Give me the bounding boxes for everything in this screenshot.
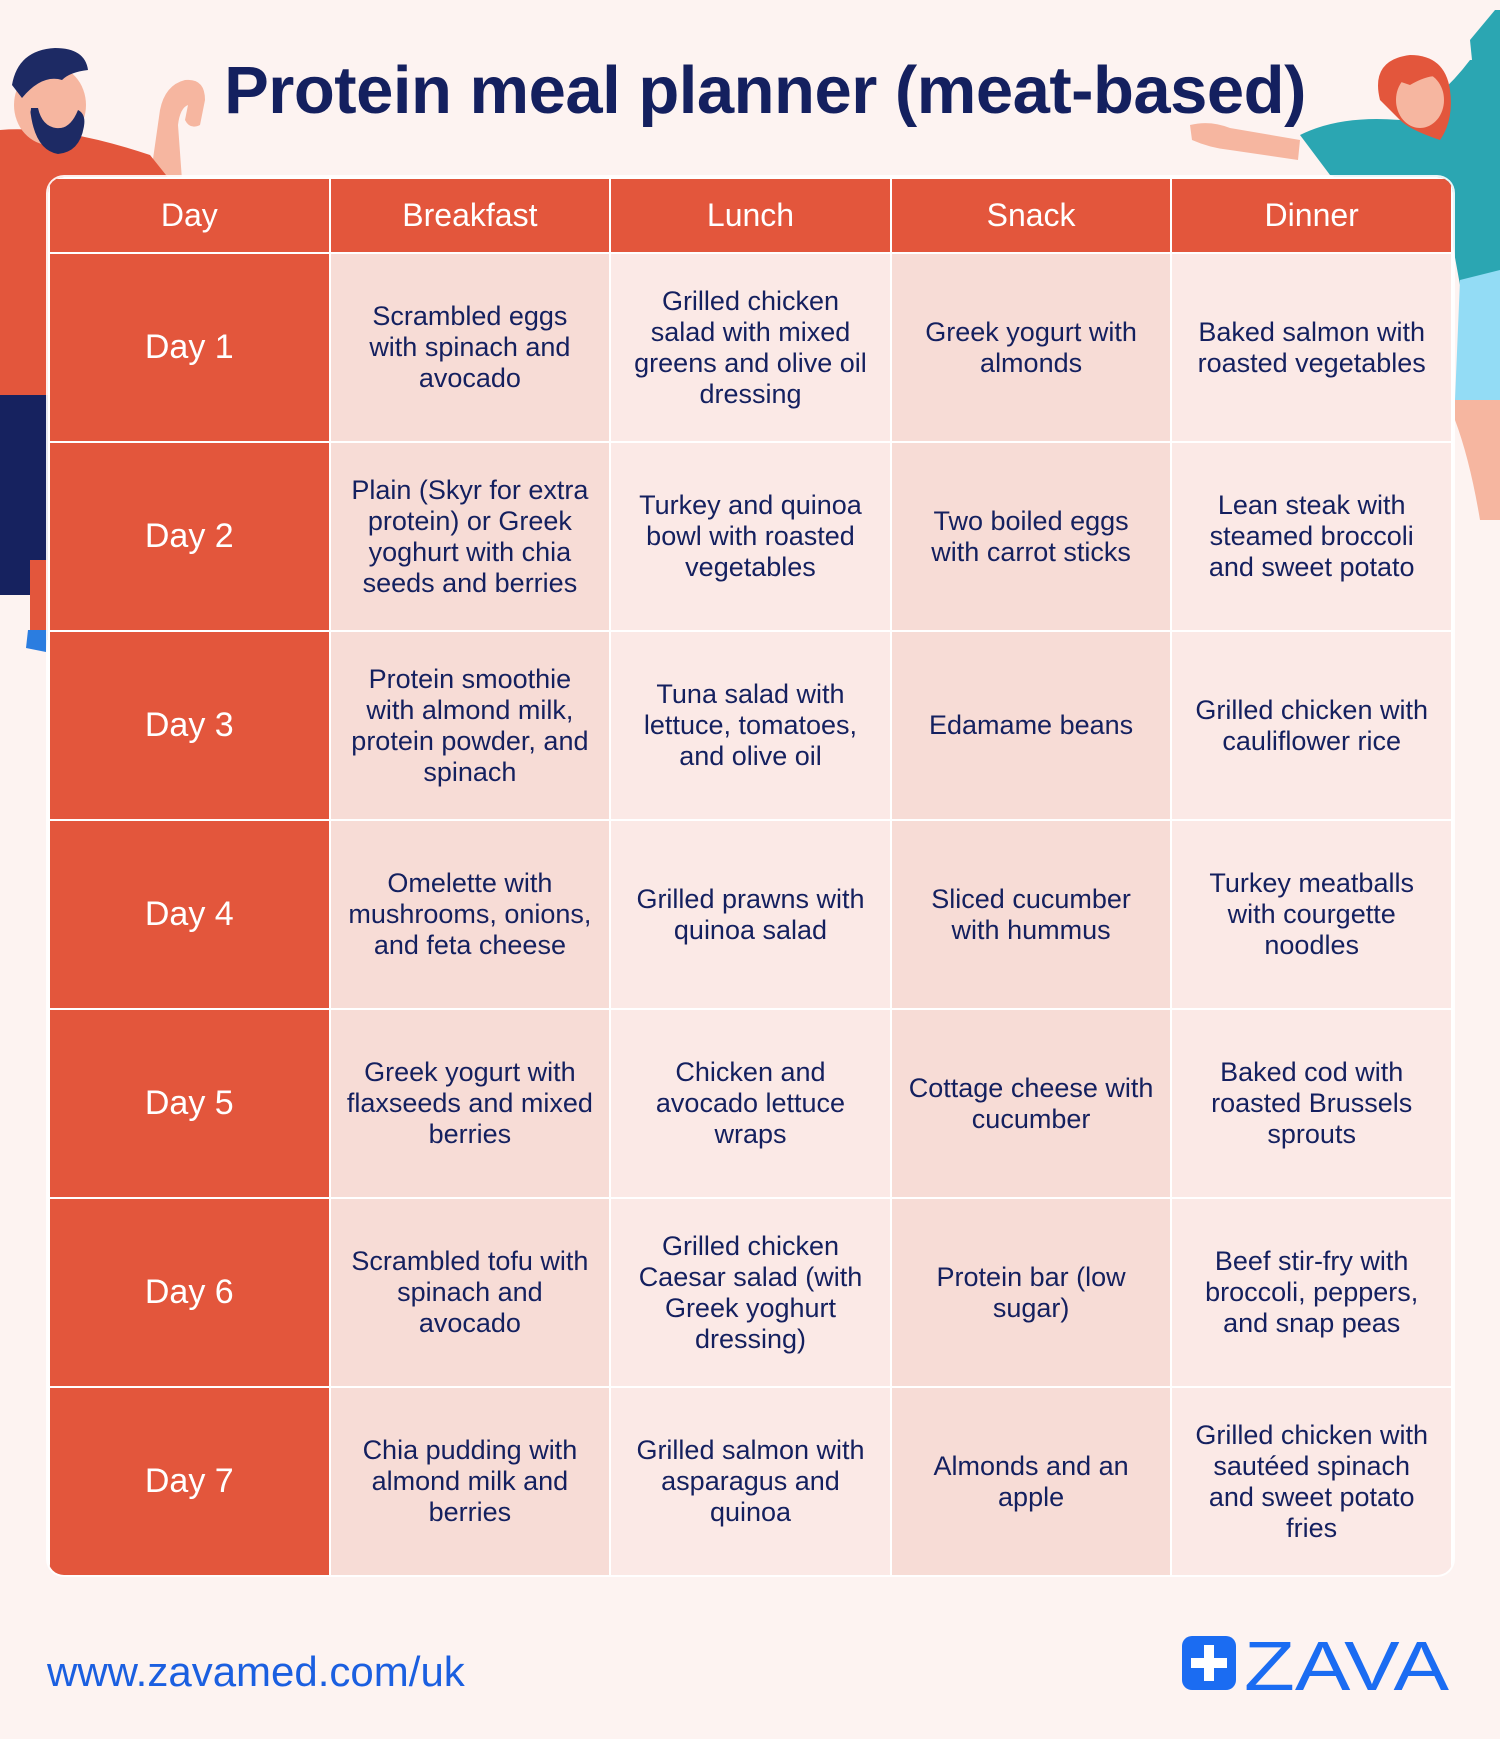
table-row: Day 4 Omelette with mushrooms, onions, a… <box>48 819 1453 1010</box>
lunch-cell: Tuna salad with lettuce, tomatoes, and o… <box>609 630 892 821</box>
lunch-cell: Grilled chicken Caesar salad (with Greek… <box>609 1197 892 1388</box>
lunch-cell: Grilled chicken salad with mixed greens … <box>609 252 892 443</box>
column-header-day: Day <box>48 177 331 254</box>
column-header-snack: Snack <box>889 177 1173 254</box>
snack-cell: Greek yogurt with almonds <box>889 252 1173 443</box>
snack-cell: Sliced cucumber with hummus <box>889 819 1173 1010</box>
column-header-breakfast: Breakfast <box>328 177 612 254</box>
medical-cross-icon <box>1182 1636 1236 1690</box>
day-cell: Day 4 <box>48 819 331 1010</box>
lunch-cell: Chicken and avocado lettuce wraps <box>609 1008 892 1199</box>
lunch-cell: Grilled prawns with quinoa salad <box>609 819 892 1010</box>
day-cell: Day 5 <box>48 1008 331 1199</box>
dinner-cell: Lean steak with steamed broccoli and swe… <box>1170 441 1453 632</box>
day-cell: Day 3 <box>48 630 331 821</box>
lunch-cell: Grilled salmon with asparagus and quinoa <box>609 1386 892 1575</box>
day-cell: Day 2 <box>48 441 331 632</box>
zava-logo: ZAVA <box>1182 1632 1449 1694</box>
day-cell: Day 1 <box>48 252 331 443</box>
snack-cell: Edamame beans <box>889 630 1173 821</box>
breakfast-cell: Scrambled eggs with spinach and avocado <box>328 252 612 443</box>
lunch-cell: Turkey and quinoa bowl with roasted vege… <box>609 441 892 632</box>
page-title: Protein meal planner (meat-based) <box>224 53 1306 128</box>
table-row: Day 2 Plain (Skyr for extra protein) or … <box>48 441 1453 632</box>
table-row: Day 3 Protein smoothie with almond milk,… <box>48 630 1453 821</box>
snack-cell: Almonds and an apple <box>889 1386 1173 1575</box>
day-cell: Day 7 <box>48 1386 331 1575</box>
table-header-row: Day Breakfast Lunch Snack Dinner <box>48 177 1453 254</box>
snack-cell: Protein bar (low sugar) <box>889 1197 1173 1388</box>
dinner-cell: Baked salmon with roasted vegetables <box>1170 252 1453 443</box>
breakfast-cell: Greek yogurt with flaxseeds and mixed be… <box>328 1008 612 1199</box>
dinner-cell: Grilled chicken with cauliflower rice <box>1170 630 1453 821</box>
table-row: Day 1 Scrambled eggs with spinach and av… <box>48 252 1453 443</box>
dinner-cell: Turkey meatballs with courgette noodles <box>1170 819 1453 1010</box>
logo-text: ZAVA <box>1244 1632 1449 1694</box>
day-cell: Day 6 <box>48 1197 331 1388</box>
dinner-cell: Beef stir-fry with broccoli, peppers, an… <box>1170 1197 1453 1388</box>
table-row: Day 7 Chia pudding with almond milk and … <box>48 1386 1453 1575</box>
breakfast-cell: Omelette with mushrooms, onions, and fet… <box>328 819 612 1010</box>
column-header-dinner: Dinner <box>1170 177 1453 254</box>
dinner-cell: Baked cod with roasted Brussels sprouts <box>1170 1008 1453 1199</box>
snack-cell: Cottage cheese with cucumber <box>889 1008 1173 1199</box>
flexing-man-illustration <box>0 48 205 652</box>
breakfast-cell: Protein smoothie with almond milk, prote… <box>328 630 612 821</box>
dinner-cell: Grilled chicken with sautéed spinach and… <box>1170 1386 1453 1575</box>
breakfast-cell: Scrambled tofu with spinach and avocado <box>328 1197 612 1388</box>
column-header-lunch: Lunch <box>609 177 892 254</box>
snack-cell: Two boiled eggs with carrot sticks <box>889 441 1173 632</box>
breakfast-cell: Plain (Skyr for extra protein) or Greek … <box>328 441 612 632</box>
website-link[interactable]: www.zavamed.com/uk <box>47 1648 465 1695</box>
table-row: Day 6 Scrambled tofu with spinach and av… <box>48 1197 1453 1388</box>
breakfast-cell: Chia pudding with almond milk and berrie… <box>328 1386 612 1575</box>
meal-planner-table: Day Breakfast Lunch Snack Dinner Day 1 S… <box>48 177 1453 1575</box>
table-row: Day 5 Greek yogurt with flaxseeds and mi… <box>48 1008 1453 1199</box>
